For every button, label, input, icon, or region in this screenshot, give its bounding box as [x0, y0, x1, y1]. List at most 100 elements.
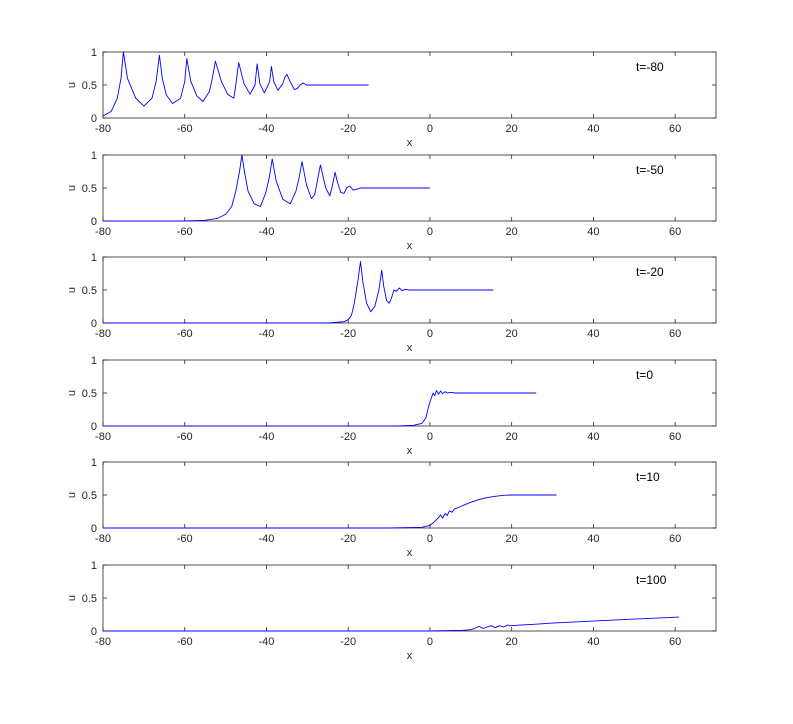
x-tick-label: 0 [427, 226, 433, 238]
x-tick-label: -80 [95, 226, 111, 238]
x-axis-label: x [407, 547, 413, 559]
x-tick-label: -20 [340, 328, 356, 340]
x-tick-label: 20 [506, 636, 518, 648]
series-line [103, 154, 430, 222]
y-tick-label: 0.5 [82, 80, 97, 92]
x-tick-label: -20 [340, 226, 356, 238]
x-tick-label: -60 [177, 328, 193, 340]
series-line [103, 616, 680, 632]
x-tick-label: 60 [669, 226, 681, 238]
subplot-3: -80 -60 -40 -20 0 20 40 60 0 0.5 1 x u t=-20 [66, 252, 717, 354]
y-tick-label: 1 [91, 150, 97, 162]
time-annotation: t=100 [636, 573, 667, 587]
x-tick-label: 0 [427, 328, 433, 340]
y-tick-label: 0 [91, 626, 97, 638]
x-tick-label: 60 [669, 533, 681, 545]
subplot-5: -80 -60 -40 -20 0 20 40 60 0 0.5 1 x u t=10 [66, 457, 717, 559]
y-axis-label: u [66, 185, 78, 191]
x-tick-label: -60 [177, 636, 193, 648]
subplot-2: -80 -60 -40 -20 0 20 40 60 0 0.5 1 x u t=-50 [66, 150, 717, 252]
x-tick-label: -60 [177, 226, 193, 238]
subplot-1: -80 -60 -40 -20 0 20 40 60 0 0.5 1 x u t=-80 [66, 47, 717, 149]
x-tick-label: 20 [506, 431, 518, 443]
y-tick-label: 0 [91, 421, 97, 433]
x-tick-label: 40 [587, 636, 599, 648]
x-axis-label: x [407, 240, 413, 252]
x-tick-label: 40 [587, 431, 599, 443]
x-tick-label: 60 [669, 636, 681, 648]
time-annotation: t=-50 [636, 163, 664, 177]
x-tick-label: 60 [669, 328, 681, 340]
time-annotation: t=0 [636, 368, 653, 382]
y-axis-label: u [66, 287, 78, 293]
y-tick-label: 1 [91, 252, 97, 264]
x-tick-label: -40 [259, 636, 275, 648]
y-tick-label: 1 [91, 457, 97, 469]
plot-area [102, 564, 717, 632]
x-axis-label: x [407, 650, 413, 662]
x-tick-label: -40 [259, 123, 275, 135]
x-tick-label: -40 [259, 533, 275, 545]
subplot-4: -80 -60 -40 -20 0 20 40 60 0 0.5 1 x u t=0 [66, 355, 717, 457]
x-tick-label: 40 [587, 226, 599, 238]
plot-area [102, 359, 717, 427]
y-tick-label: 0.5 [82, 388, 97, 400]
x-tick-label: 40 [587, 123, 599, 135]
x-tick-label: 20 [506, 123, 518, 135]
x-tick-label: 0 [427, 636, 433, 648]
y-axis-label: u [66, 390, 78, 396]
x-tick-label: 60 [669, 123, 681, 135]
series-line [103, 261, 494, 324]
x-tick-label: 0 [427, 533, 433, 545]
x-tick-label: -20 [340, 123, 356, 135]
x-tick-label: 40 [587, 328, 599, 340]
y-tick-label: 0.5 [82, 593, 97, 605]
x-tick-label: -20 [340, 533, 356, 545]
series-line [102, 51, 369, 117]
x-tick-label: -80 [95, 533, 111, 545]
subplot-6: -80 -60 -40 -20 0 20 40 60 0 0.5 1 x u t=100 [66, 560, 717, 662]
series-line [103, 389, 537, 427]
x-tick-label: -80 [95, 328, 111, 340]
x-tick-label: -80 [95, 123, 111, 135]
x-tick-label: 20 [506, 328, 518, 340]
y-axis-label: u [66, 492, 78, 498]
x-tick-label: -40 [259, 431, 275, 443]
x-tick-label: 0 [427, 431, 433, 443]
x-tick-label: -60 [177, 123, 193, 135]
x-tick-label: -40 [259, 328, 275, 340]
y-tick-label: 0.5 [82, 183, 97, 195]
x-tick-label: -20 [340, 636, 356, 648]
x-axis-label: x [407, 137, 413, 149]
y-tick-label: 0 [91, 318, 97, 330]
x-tick-label: 20 [506, 226, 518, 238]
y-axis-label: u [66, 595, 78, 601]
y-tick-label: 1 [91, 560, 97, 572]
time-annotation: t=-20 [636, 265, 664, 279]
series-line [103, 494, 557, 529]
y-tick-label: 1 [91, 355, 97, 367]
plot-area [102, 461, 717, 529]
x-tick-label: -60 [177, 533, 193, 545]
x-axis-label: x [407, 445, 413, 457]
y-tick-label: 1 [91, 47, 97, 59]
x-tick-label: 40 [587, 533, 599, 545]
x-tick-label: -80 [95, 431, 111, 443]
plot-area [102, 51, 717, 119]
y-tick-label: 0.5 [82, 490, 97, 502]
y-tick-label: 0.5 [82, 285, 97, 297]
x-tick-label: 0 [427, 123, 433, 135]
time-annotation: t=-80 [636, 60, 664, 74]
x-tick-label: 60 [669, 431, 681, 443]
x-axis-label: x [407, 342, 413, 354]
x-tick-label: -80 [95, 636, 111, 648]
y-tick-label: 0 [91, 523, 97, 535]
x-tick-label: -20 [340, 431, 356, 443]
x-tick-label: -60 [177, 431, 193, 443]
time-annotation: t=10 [636, 470, 660, 484]
y-tick-label: 0 [91, 113, 97, 125]
y-tick-label: 0 [91, 216, 97, 228]
y-axis-label: u [66, 82, 78, 88]
x-tick-label: 20 [506, 533, 518, 545]
